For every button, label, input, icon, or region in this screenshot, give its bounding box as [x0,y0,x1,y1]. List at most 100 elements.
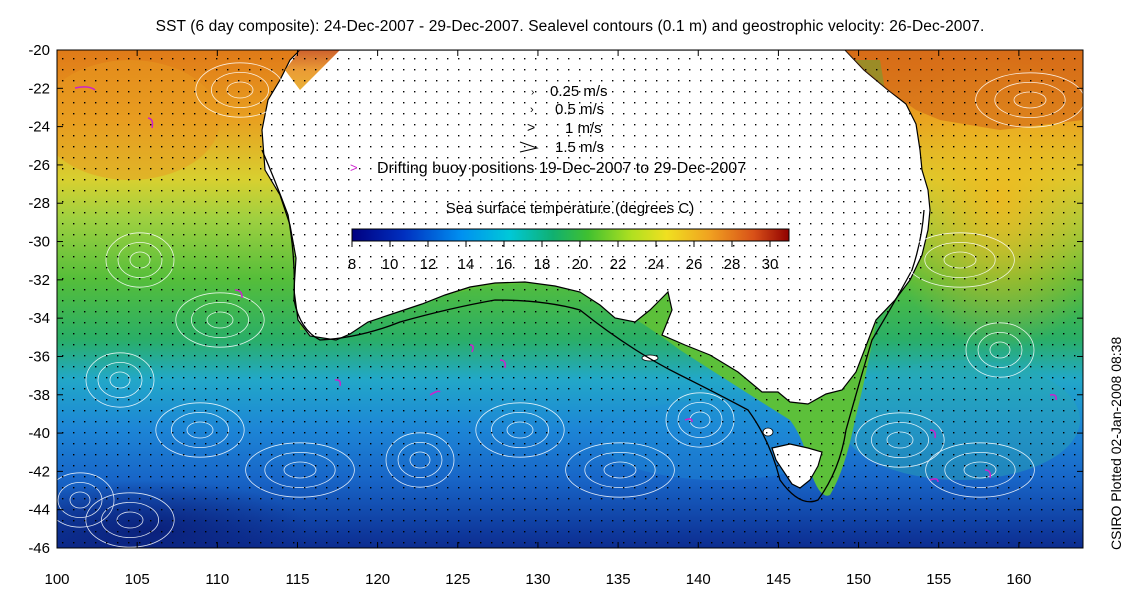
velocity-vector [579,487,581,489]
velocity-vector [865,124,867,126]
velocity-vector [414,69,416,71]
velocity-key-item-4: 1.5 m/s [555,139,604,156]
velocity-vector [183,377,185,379]
velocity-vector [73,157,75,159]
velocity-vector [370,102,372,104]
velocity-vector [304,113,306,115]
velocity-vector [183,157,185,159]
velocity-vector [975,190,977,192]
velocity-vector [62,223,64,225]
velocity-vector [227,223,229,225]
velocity-vector [95,201,97,203]
velocity-vector [1008,212,1010,214]
velocity-vector [832,432,834,434]
velocity-vector [887,190,889,192]
velocity-vector [865,69,867,71]
velocity-vector [744,465,746,467]
velocity-vector [744,531,746,533]
velocity-vector [700,146,702,148]
velocity-vector [568,256,570,258]
velocity-vector [216,465,218,467]
velocity-vector [876,454,878,456]
velocity-vector [205,454,207,456]
velocity-vector [480,355,482,357]
velocity-vector [337,190,339,192]
velocity-vector [744,278,746,280]
velocity-vector [986,322,988,324]
velocity-vector [975,146,977,148]
velocity-vector [381,69,383,71]
velocity-vector [359,267,361,269]
velocity-vector [777,267,779,269]
plot-frame [56,49,1084,549]
velocity-vector [480,333,482,335]
velocity-vector [194,432,196,434]
velocity-vector [194,245,196,247]
velocity-vector [260,201,262,203]
velocity-vector [799,91,801,93]
velocity-vector [766,410,768,412]
velocity-vector [656,465,658,467]
velocity-vector [282,509,284,511]
velocity-vector [843,179,845,181]
velocity-vector [733,168,735,170]
velocity-vector [436,355,438,357]
velocity-vector [634,531,636,533]
velocity-vector [425,69,427,71]
sealevel-contour [283,461,317,479]
velocity-vector [975,278,977,280]
velocity-vector [799,157,801,159]
velocity-vector [458,58,460,60]
velocity-vector [458,157,460,159]
velocity-vector [865,498,867,500]
velocity-vector [1063,322,1065,324]
velocity-vector [634,476,636,478]
velocity-vector [931,432,933,434]
velocity-vector [370,80,372,82]
velocity-vector [777,69,779,71]
velocity-vector [920,344,922,346]
velocity-vector [1030,91,1032,93]
velocity-vector [469,366,471,368]
velocity-vector [931,80,933,82]
velocity-vector [216,344,218,346]
velocity-vector [1063,355,1065,357]
velocity-vector [304,509,306,511]
velocity-vector [843,69,845,71]
velocity-vector [546,366,548,368]
velocity-vector [645,399,647,401]
velocity-vector [865,289,867,291]
velocity-vector [524,267,526,269]
sealevel-contour [105,232,175,288]
lat-tick-label: -22 [28,80,50,97]
velocity-vector [766,113,768,115]
velocity-vector [700,69,702,71]
velocity-vector [491,498,493,500]
velocity-vector [260,520,262,522]
velocity-vector [414,311,416,313]
velocity-vector [799,509,801,511]
velocity-vector [337,300,339,302]
velocity-vector [975,410,977,412]
velocity-vector [777,531,779,533]
velocity-vector [84,388,86,390]
velocity-vector [920,201,922,203]
velocity-vector [73,322,75,324]
velocity-vector [887,146,889,148]
sealevel-contour [475,402,565,458]
velocity-vector [590,421,592,423]
velocity-vector [216,124,218,126]
velocity-vector [777,102,779,104]
velocity-vector [194,234,196,236]
velocity-vector [293,333,295,335]
velocity-vector [128,58,130,60]
velocity-vector [194,333,196,335]
velocity-vector [986,443,988,445]
velocity-vector [623,278,625,280]
velocity-vector [150,410,152,412]
velocity-vector [755,476,757,478]
velocity-vector [821,443,823,445]
velocity-vector [348,113,350,115]
velocity-vector [843,421,845,423]
velocity-vector [205,179,207,181]
